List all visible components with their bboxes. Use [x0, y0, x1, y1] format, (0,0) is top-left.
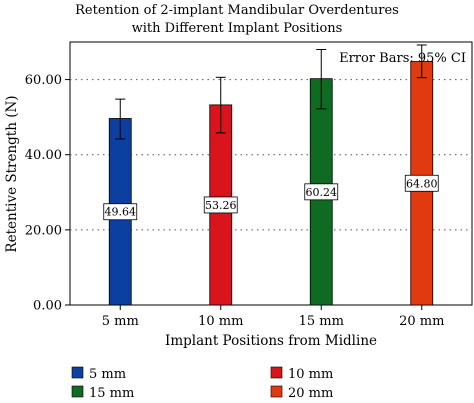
bars	[108, 61, 434, 306]
value-label-box-0	[103, 203, 138, 221]
legend-label: 5 mm	[89, 367, 126, 382]
legend-label: 15 mm	[89, 386, 134, 401]
y-tick-label: 40.00	[25, 148, 62, 163]
y-tick-label: 0.00	[33, 299, 62, 314]
value-label: 64.80	[406, 177, 438, 190]
plot-frame	[69, 41, 473, 306]
y-axis-label: Retentive Strength (N)	[4, 95, 20, 252]
value-label-box-2	[304, 183, 339, 201]
x-tick-label: 20 mm	[399, 314, 444, 329]
x-axis-label: Implant Positions from Midline	[165, 333, 377, 349]
legend-swatch-1	[270, 366, 283, 379]
legend-label: 20 mm	[288, 386, 333, 401]
value-label-box-3	[404, 174, 439, 192]
value-label: 49.64	[105, 206, 137, 219]
error-bars	[115, 44, 427, 140]
legend: 5 mm 10 mm 15 mm 20 mm	[71, 366, 333, 401]
y-tick-label: 20.00	[25, 223, 62, 238]
x-tick-label: 15 mm	[299, 314, 344, 329]
x-axis-ticks: 5 mm 10 mm 15 mm 20 mm	[102, 305, 444, 329]
chart-title-line-2: with Different Implant Positions	[132, 21, 343, 36]
legend-swatch-0	[71, 366, 84, 379]
gridlines	[70, 79, 472, 231]
y-axis-ticks: 0.00 20.00 40.00 60.00	[25, 73, 70, 314]
value-label: 53.26	[205, 199, 237, 212]
legend-swatch-2	[71, 385, 84, 398]
value-label: 60.24	[306, 186, 338, 199]
value-label-box-1	[203, 196, 238, 214]
value-labels: 49.64 53.26 60.24 64.80	[103, 174, 439, 221]
y-tick-label: 60.00	[25, 73, 62, 88]
error-bar-annotation: Error Bars: 95% CI	[339, 51, 466, 66]
legend-swatch-3	[270, 385, 283, 398]
legend-label: 10 mm	[288, 367, 333, 382]
x-tick-label: 5 mm	[102, 314, 139, 329]
x-tick-label: 10 mm	[198, 314, 243, 329]
chart-title-line-1: Retention of 2-implant Mandibular Overde…	[75, 3, 399, 18]
